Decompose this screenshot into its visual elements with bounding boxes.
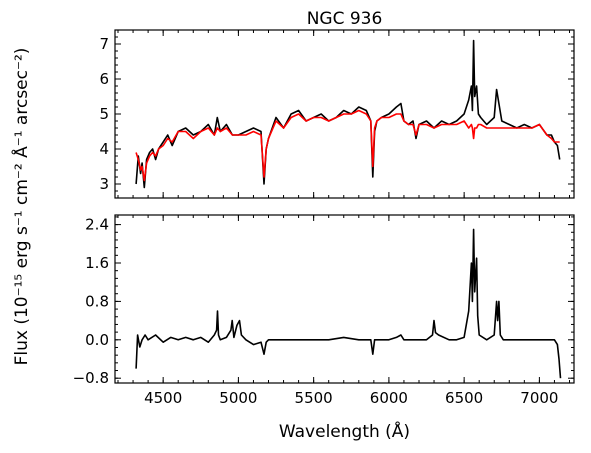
y-tick-label: 7 — [99, 35, 109, 53]
y-axis-label: Flux (10⁻¹⁵ erg s⁻¹ cm⁻² Å⁻¹ arcsec⁻²) — [10, 48, 32, 366]
y-tick-label: 1.6 — [85, 254, 109, 272]
chart-title: NGC 936 — [307, 9, 383, 29]
bottom-panel-residual: −0.8 0.0 0.8 1.6 2.4 4500 5000 5500 6000 6500 7000 — [73, 214, 575, 407]
plot-frame — [114, 214, 575, 384]
y-tick-label: 6 — [99, 70, 109, 88]
y-tick-label: 4 — [99, 140, 109, 158]
y-tick-label: −0.8 — [73, 369, 109, 387]
x-tick-label: 7000 — [520, 389, 558, 407]
x-tick-label: 5000 — [219, 389, 257, 407]
y-tick-label: 5 — [99, 105, 109, 123]
y-tick-label: 3 — [99, 175, 109, 193]
top-panel-spectrum-fit: 3 4 5 6 7 — [99, 29, 575, 199]
x-tick-label: 6500 — [445, 389, 483, 407]
y-tick-label: 0.8 — [85, 292, 109, 310]
x-axis-label: Wavelength (Å) — [279, 420, 410, 442]
x-tick-label: 6000 — [370, 389, 408, 407]
y-tick-label: 2.4 — [85, 216, 109, 234]
series-line-residual — [135, 228, 562, 379]
series-line-model — [135, 109, 560, 182]
y-tick-label: 0.0 — [85, 331, 109, 349]
x-tick-label: 4500 — [144, 389, 182, 407]
x-tick-label: 5500 — [295, 389, 333, 407]
series-line-observed — [135, 39, 561, 189]
